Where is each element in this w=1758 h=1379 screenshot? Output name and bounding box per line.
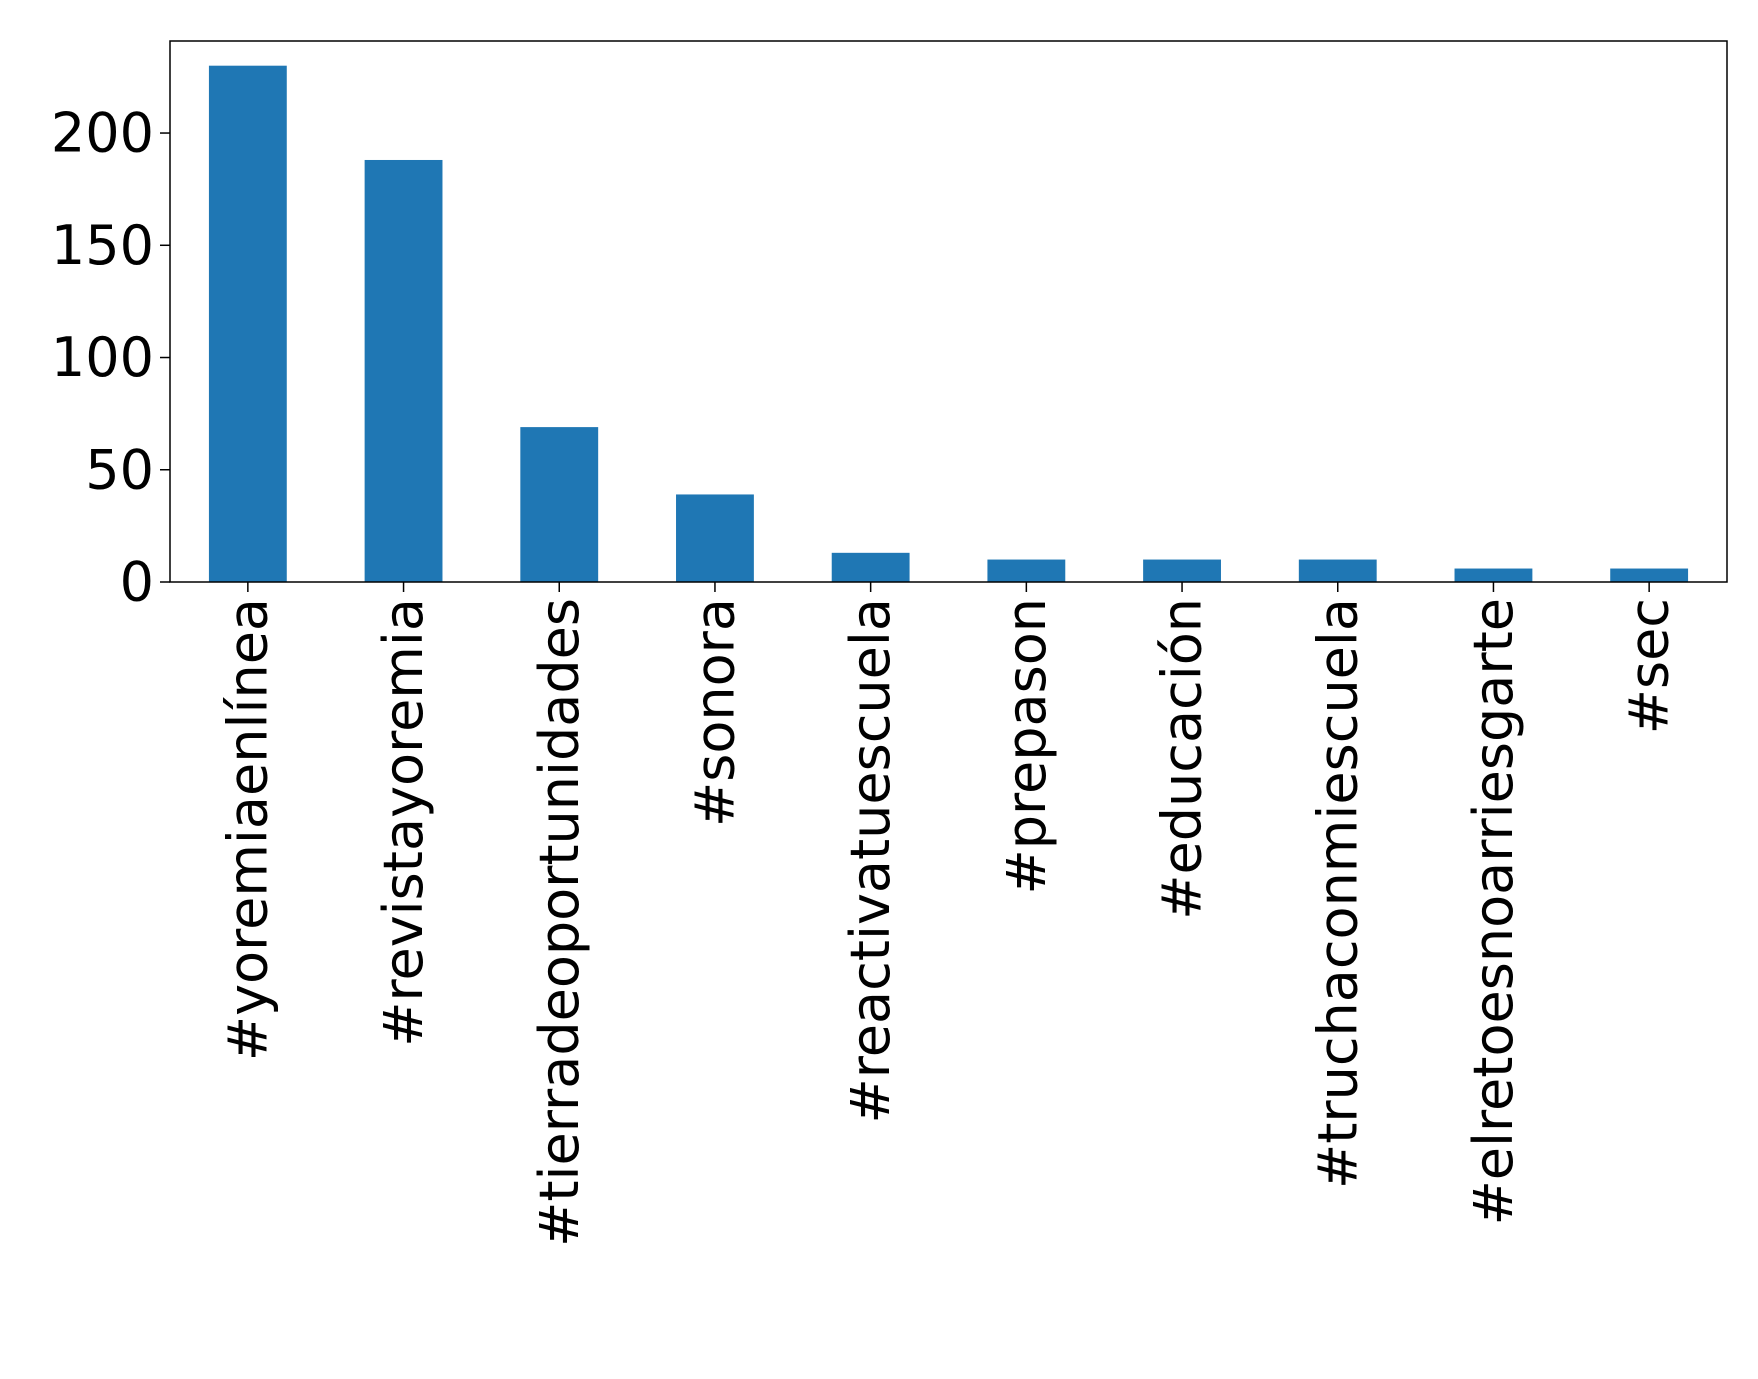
x-tick-label-1: #revistayoremia (372, 598, 435, 1047)
y-tick-label-3: 150 (51, 214, 154, 277)
y-axis: 0 50 100 150 200 (51, 102, 170, 614)
y-tick-label-4: 200 (51, 102, 154, 165)
plot-frame (169, 40, 1728, 583)
x-tick-label-3: #sonora (683, 598, 746, 827)
bar-1 (364, 159, 443, 582)
x-tick-label-2: #tierradeoportunidades (528, 598, 591, 1247)
x-tick-label-4: #reactivatuescuela (839, 598, 902, 1123)
bar-0 (208, 65, 287, 583)
x-tick-label-5: #prepason (995, 598, 1058, 895)
x-tick-label-7: #truchaconmiescuela (1306, 598, 1369, 1189)
x-tick-label-9: #sec (1618, 598, 1681, 734)
bar-2 (520, 427, 599, 582)
bar-5 (987, 559, 1066, 582)
x-tick-label-6: #educación (1151, 598, 1214, 920)
bar-3 (676, 494, 754, 582)
y-tick-label-2: 100 (51, 326, 154, 389)
bar-6 (1143, 559, 1221, 582)
bar-4 (831, 552, 910, 582)
y-tick-label-0: 0 (120, 551, 154, 614)
x-tick-label-8: #elretoesnoarriesgarte (1462, 598, 1525, 1225)
bar-9 (1610, 568, 1689, 582)
bar-7 (1298, 559, 1377, 582)
x-axis: #yoremiaenlínea #revistayoremia #tierradeo… (216, 582, 1681, 1247)
bars-group (208, 65, 1689, 583)
y-tick-label-1: 50 (85, 438, 154, 501)
bar-8 (1454, 568, 1533, 582)
x-tick-label-0: #yoremiaenlínea (216, 598, 279, 1061)
